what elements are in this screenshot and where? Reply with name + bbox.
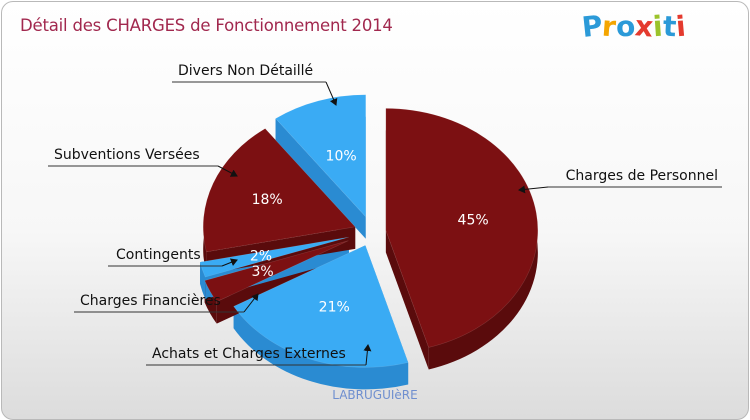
callouts: Charges de Personnel Achats et Charges Ex… [48,63,722,366]
slice-label: Charges de Personnel [566,168,718,184]
pie-slice [275,94,367,218]
callout-arrow [363,344,372,366]
slice-label: Contingents [116,247,201,263]
pie-tops: 45% 21% 3%2% 18% 10% [199,94,539,368]
pie-slice [202,128,356,253]
slice-label: Charges Financières [80,293,221,309]
callout-arrow [325,81,338,106]
pie-slice [199,236,349,278]
pie-slice-percent: 45% [458,212,489,228]
callout-arrow [243,293,259,313]
slice-label: Achats et Charges Externes [152,346,346,362]
pie-slice-percent: 10% [326,148,357,164]
pie-slice-percent: 3% [252,264,274,280]
callout-arrow [217,165,238,177]
chart-title: Détail des CHARGES de Fonctionnement 201… [20,16,393,35]
slice-label: Divers Non Détaillé [178,63,313,79]
pie-slice-percent: 2% [250,249,272,265]
pie-slice [233,245,409,368]
pie-slice-wall [385,230,429,370]
callout-arrow [518,185,549,194]
pie-slice [385,108,539,348]
slice-label: Subventions Versées [54,147,200,163]
commune-label: LABRUGUIèRE [332,388,418,402]
callout-arrow [221,258,238,267]
pie-slice-wall [275,118,366,239]
pie-slice [204,240,349,303]
pie-slice-percent: 18% [252,192,283,208]
pie-slice-percent: 21% [319,300,350,316]
